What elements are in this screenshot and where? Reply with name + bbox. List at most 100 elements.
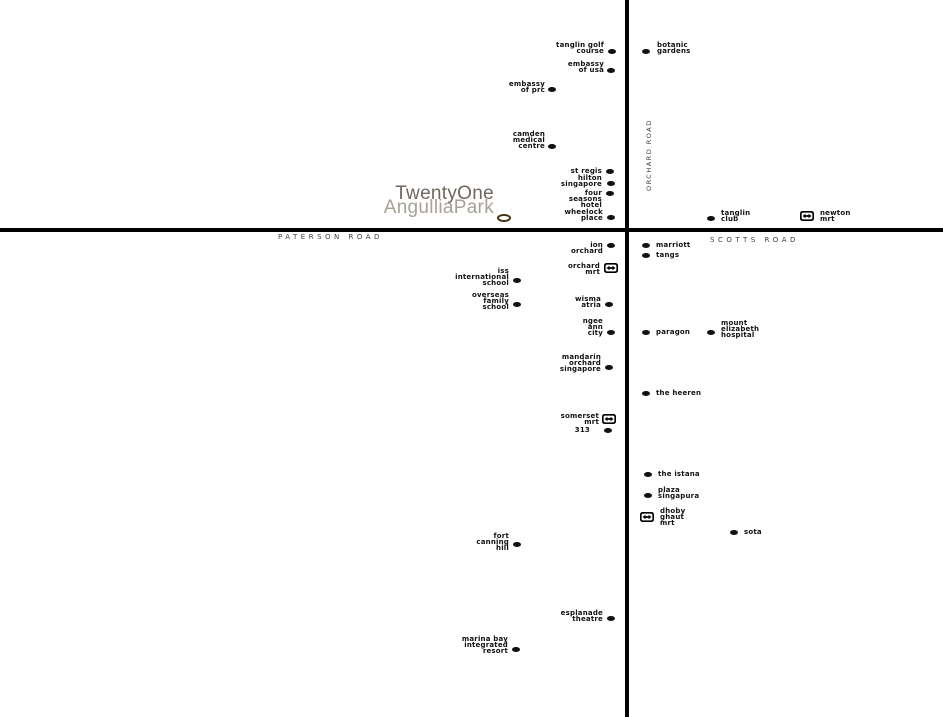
landmark-embassy-of-prc: embassy of prc [508, 80, 545, 94]
location-dot-icon [707, 329, 715, 335]
landmark-label-line: esplanade [560, 609, 603, 617]
landmark-hilton-singapore: hilton singapore [560, 174, 602, 188]
landmark-label-line: centre [518, 142, 545, 150]
landmark-label-line: mrt [820, 215, 835, 223]
landmark-label-line: international [455, 273, 509, 281]
landmark-wheelock-place: wheelock place [564, 208, 603, 222]
mrt-station-icon [604, 263, 618, 273]
landmark-st-regis: st regis [571, 168, 602, 175]
landmark-label-line: ghaut [660, 513, 685, 521]
location-dot-icon [548, 86, 556, 92]
landmark-orchard-mrt: orchard mrt [568, 263, 600, 276]
landmark-label-line: club [721, 215, 739, 223]
landmark-somerset-mrt: somerset mrt [560, 412, 599, 426]
landmark-plaza-singapura: plaza singapura [658, 487, 700, 500]
landmark-paragon: paragon [656, 329, 690, 336]
landmark-label-line: of prc [520, 86, 545, 94]
landmark-marina-bay-integrated-resort: marina bay integrated resort [462, 636, 508, 655]
location-dot-icon [513, 541, 521, 547]
landmark-label-line: newton [820, 209, 851, 217]
landmark-mandarin-orchard-singapore: mandarin orchard singapore [559, 354, 601, 373]
landmark-label-line: mount [721, 319, 748, 327]
landmark-label-line: of usa [578, 66, 604, 74]
location-dot-icon [607, 329, 615, 335]
landmark-label-line: hill [496, 544, 509, 552]
landmark-label-line: camden [512, 130, 545, 138]
location-dot-icon [607, 615, 615, 621]
paterson-road-label: PATERSON ROAD [278, 233, 383, 241]
landmark-label-line: elizabeth [721, 325, 760, 333]
landmark-label-line: singapore [559, 365, 601, 373]
landmark-label-line: canning [476, 538, 509, 546]
landmark-label-line: gardens [657, 47, 691, 55]
landmark-label-line: the heeren [656, 389, 702, 397]
location-dot-icon [644, 471, 652, 477]
landmark-label-line: school [482, 303, 509, 311]
landmark-wisma-atria: wisma atria [574, 295, 601, 309]
location-dot-icon [642, 329, 650, 335]
landmark-label-line: singapura [658, 492, 700, 500]
landmark-mount-elizabeth-hospital: mount elizabeth hospital [721, 319, 760, 339]
mrt-station-icon [640, 512, 654, 522]
landmark-label-line: embassy [508, 80, 545, 88]
landmark-label-line: medical [512, 136, 545, 144]
location-dot-icon [606, 190, 614, 196]
landmark-label-line: wheelock [564, 208, 603, 216]
landmark-label-line: ann [587, 323, 603, 331]
landmark-label-line: the istana [658, 470, 700, 478]
location-dot-icon [642, 48, 650, 54]
landmark-label-line: family [483, 297, 509, 305]
landmark-label-line: singapore [560, 180, 602, 188]
location-dot-icon [730, 529, 738, 535]
landmark-313: 313 [575, 427, 590, 434]
landmark-iss-international-school: iss international school [455, 267, 509, 287]
landmark-camden-medical-centre: camden medical centre [512, 130, 545, 150]
landmark-label-line: orchard [571, 247, 603, 255]
landmark-label-line: mrt [660, 519, 675, 527]
landmark-botanic-gardens: botanic gardens [657, 41, 691, 55]
landmark-label-line: ngee [582, 317, 603, 325]
landmark-label-line: tanglin golf [556, 41, 604, 49]
landmark-label-line: tanglin [721, 209, 751, 217]
landmark-embassy-of-usa: embassy of usa [568, 61, 604, 74]
landmark-label-line: place [580, 214, 603, 222]
project-name-line1: TwentyOne [395, 183, 494, 204]
landmark-label-line: course [576, 47, 604, 55]
location-dot-icon [605, 364, 613, 370]
landmark-overseas-family-school: overseas family school [472, 291, 509, 311]
landmark-label-line: wisma [574, 295, 601, 303]
location-dot-icon [607, 67, 615, 73]
landmark-tangs: tangs [656, 252, 679, 259]
location-dot-icon [513, 301, 521, 307]
location-dot-icon [642, 390, 650, 396]
location-dot-icon [607, 242, 615, 248]
landmark-label-line: dhoby [660, 507, 686, 515]
landmark-label-line: school [482, 279, 509, 287]
location-dot-icon [513, 277, 521, 283]
landmark-label-line: marriott [656, 241, 691, 249]
landmark-label-line: somerset [560, 412, 599, 420]
landmark-label-line: theatre [572, 615, 603, 623]
location-dot-icon [605, 301, 613, 307]
location-dot-icon [707, 215, 715, 221]
paterson-scotts-road-line [0, 228, 943, 232]
landmark-label-line: city [587, 329, 603, 337]
landmark-label-line: seasons [568, 195, 602, 203]
landmark-label-line: botanic [657, 41, 688, 49]
landmark-label-line: iss [497, 267, 509, 275]
location-dot-icon [608, 48, 616, 54]
landmark-label-line: hilton [577, 174, 602, 182]
project-location-ring-icon [497, 214, 511, 222]
landmark-label-line: hotel [580, 201, 602, 209]
mrt-station-icon [800, 211, 814, 221]
project-logo: TwentyOne AngulliaPark [384, 183, 494, 217]
landmark-label-line: resort [482, 647, 508, 655]
landmark-tanglin-club: tanglin club [721, 209, 751, 223]
landmark-the-istana: the istana [658, 470, 700, 478]
landmark-ngee-ann-city: ngee ann city [582, 317, 603, 337]
landmark-label-line: orchard [569, 359, 601, 367]
location-dot-icon [642, 242, 650, 248]
landmark-label-line: four [584, 189, 602, 197]
landmark-label-line: overseas [472, 291, 509, 299]
